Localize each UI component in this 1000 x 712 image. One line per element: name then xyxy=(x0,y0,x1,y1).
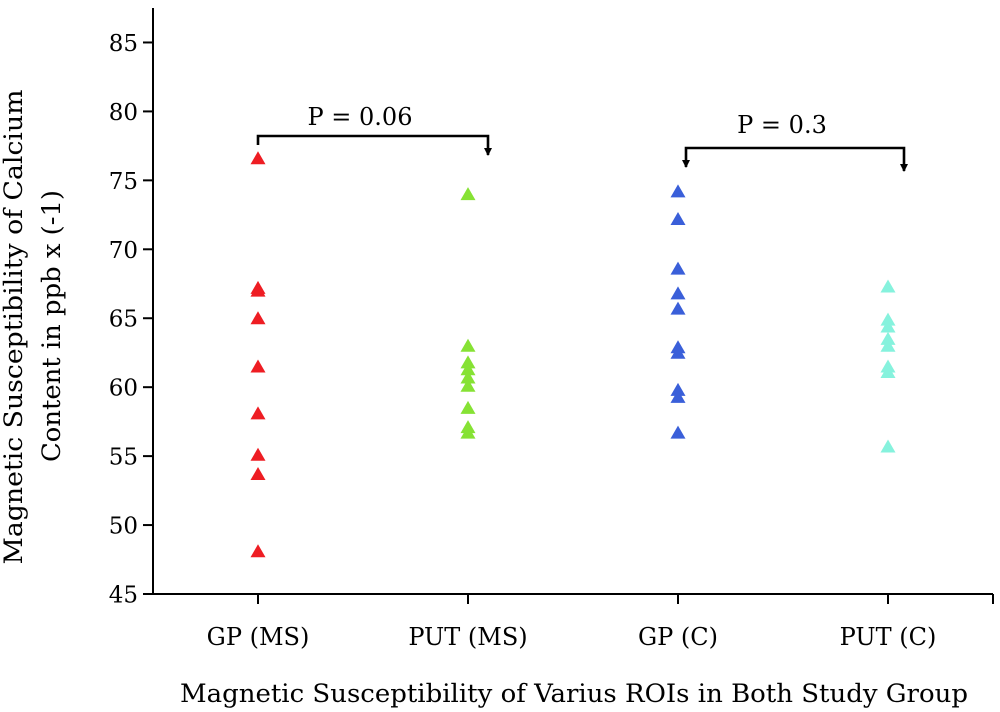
data-point-triangle xyxy=(250,311,266,325)
data-point-triangle xyxy=(880,439,896,453)
data-point-triangle xyxy=(460,362,476,376)
significance-brackets: P = 0.06 P = 0.3 xyxy=(256,103,908,172)
data-point-triangle xyxy=(460,187,476,201)
x-category-label: GP (C) xyxy=(638,623,718,651)
bracket-arrowhead xyxy=(682,160,690,168)
data-point-triangle xyxy=(250,544,266,558)
data-point-triangle xyxy=(460,425,476,439)
y-axis-title-line-2: Content in ppb x (-1) xyxy=(37,190,66,462)
data-point-triangle xyxy=(460,378,476,392)
data-point-triangle xyxy=(250,406,266,420)
data-point-triangle xyxy=(880,279,896,293)
data-point-triangle xyxy=(460,338,476,352)
p-value-bracket xyxy=(684,146,906,171)
data-point-triangle xyxy=(880,312,896,326)
y-tick-label: 65 xyxy=(109,307,138,333)
data-point-triangle xyxy=(670,389,686,403)
data-point-triangle xyxy=(670,425,686,439)
data-point-triangle xyxy=(670,211,686,225)
p-value-bracket xyxy=(256,134,490,155)
data-point-triangle xyxy=(880,331,896,345)
data-point-triangle xyxy=(670,382,686,396)
y-tick-label: 80 xyxy=(109,100,138,126)
data-point-triangle xyxy=(250,359,266,373)
bracket-arrowhead xyxy=(900,164,908,172)
x-category-label: GP (MS) xyxy=(207,623,310,651)
data-point-triangle xyxy=(670,286,686,300)
data-point-triangle xyxy=(250,467,266,481)
x-axis-ticks: GP (MS) PUT (MS) GP (C) PUT (C) xyxy=(207,594,994,651)
data-points xyxy=(250,151,896,558)
data-point-triangle xyxy=(880,365,896,379)
data-point-triangle xyxy=(880,319,896,333)
y-axis-title-line-1: Magnetic Susceptibility of Calcium xyxy=(0,89,28,564)
p-value-label: P = 0.06 xyxy=(308,103,413,131)
data-point-triangle xyxy=(250,151,266,165)
y-tick-label: 45 xyxy=(109,583,138,609)
y-tick-label: 85 xyxy=(109,31,138,57)
x-category-label: PUT (MS) xyxy=(408,623,527,651)
data-point-triangle xyxy=(460,370,476,384)
bracket-arrowhead xyxy=(484,148,492,156)
x-category-label: PUT (C) xyxy=(840,623,937,651)
axes xyxy=(152,8,993,595)
data-point-triangle xyxy=(250,283,266,297)
y-axis-ticks: 45 50 55 60 65 70 75 80 85 xyxy=(109,31,153,609)
y-tick-label: 60 xyxy=(109,376,138,402)
p-value-label: P = 0.3 xyxy=(737,111,827,139)
y-tick-label: 75 xyxy=(109,169,138,195)
data-point-triangle xyxy=(670,301,686,315)
data-point-triangle xyxy=(670,184,686,198)
data-point-triangle xyxy=(460,400,476,414)
data-point-triangle xyxy=(250,447,266,461)
y-tick-label: 70 xyxy=(109,238,138,264)
data-point-triangle xyxy=(670,261,686,275)
data-point-triangle xyxy=(880,338,896,352)
y-tick-label: 50 xyxy=(109,514,138,540)
y-tick-label: 55 xyxy=(109,445,138,471)
data-point-triangle xyxy=(460,355,476,369)
data-point-triangle xyxy=(670,345,686,359)
x-axis-title: Magnetic Susceptibility of Varius ROIs i… xyxy=(180,679,968,708)
